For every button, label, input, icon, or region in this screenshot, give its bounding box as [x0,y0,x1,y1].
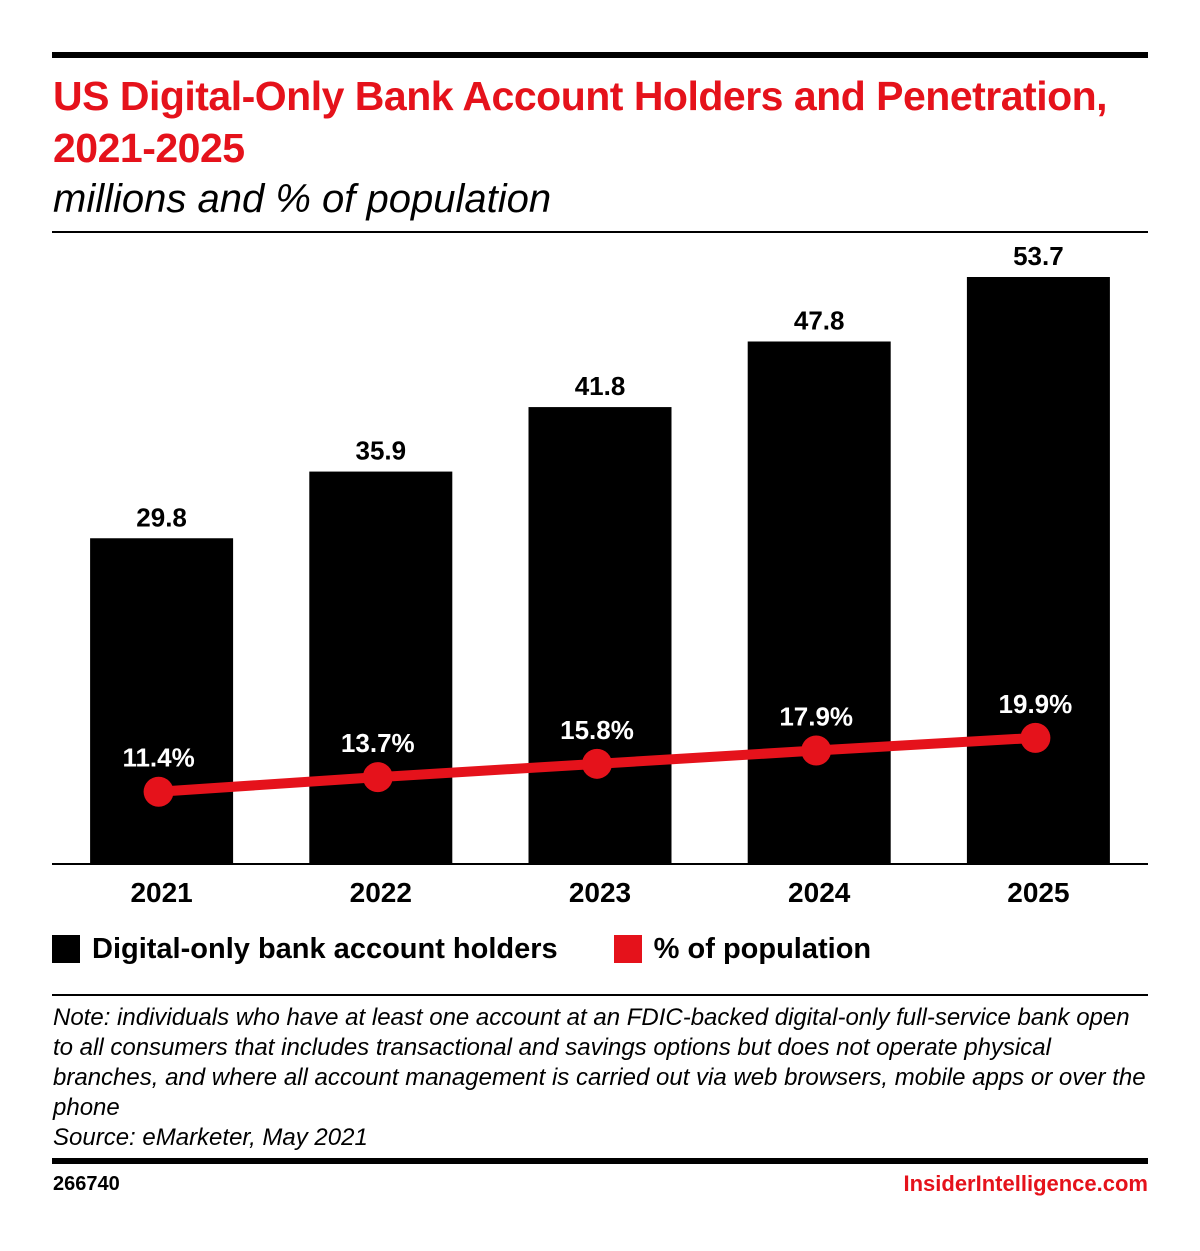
legend-label-holders: Digital-only bank account holders [92,932,558,965]
bottom-rule [52,1158,1148,1164]
chart-legend: Digital-only bank account holders % of p… [52,926,927,972]
x-tick-label: 2024 [788,877,851,908]
bar-value-label: 53.7 [1013,241,1064,271]
bar-value-label: 41.8 [575,371,626,401]
bar-value-label: 47.8 [794,305,845,335]
bar-2023 [528,407,672,864]
chart-id: 266740 [53,1173,120,1195]
bar-line-chart: 29.8 35.9 41.8 47.8 53.7 2021 2022 2023 2024 2025… [52,241,1148,908]
note-divider [52,994,1148,996]
legend-swatch-red [613,935,642,963]
chart-title: US Digital-Only Bank Account Holders and… [53,73,1108,171]
x-tick-label: 2022 [350,877,412,908]
line-value-label: 19.9% [999,689,1073,719]
line-value-label: 15.8% [560,715,634,745]
line-point-2025 [1020,722,1051,753]
legend-item-holders: Digital-only bank account holders [52,933,558,966]
line-value-label: 13.7% [341,728,415,758]
title-divider [52,231,1148,233]
x-tick-label: 2023 [569,877,631,908]
chart-subtitle: millions and % of population [53,177,552,221]
line-value-label: 11.4% [122,743,194,773]
bar-2024 [747,341,891,864]
line-point-2022 [362,762,393,793]
line-point-2024 [801,735,832,766]
legend-label-population: % of population [653,932,872,965]
bar-2021 [90,538,234,864]
legend-item-population: % of population [613,932,872,966]
line-value-label: 17.9% [779,702,853,732]
x-tick-label: 2021 [130,877,192,908]
chart-note: Note: individuals who have at least one … [53,1003,1148,1153]
line-point-2023 [582,748,612,779]
source-text: Source: eMarketer, May 2021 [53,1124,368,1151]
bar-value-label: 29.8 [136,502,187,532]
bar-value-label: 35.9 [355,436,406,466]
x-tick-label: 2025 [1007,877,1069,908]
line-point-2021 [143,776,174,807]
bar-2025 [966,277,1110,865]
note-text: Note: individuals who have at least one … [53,1004,1146,1121]
legend-swatch-black [52,935,80,963]
top-rule [52,52,1148,58]
bar-2022 [309,471,453,864]
brand-logo-text: InsiderIntelligence.com [903,1171,1148,1196]
